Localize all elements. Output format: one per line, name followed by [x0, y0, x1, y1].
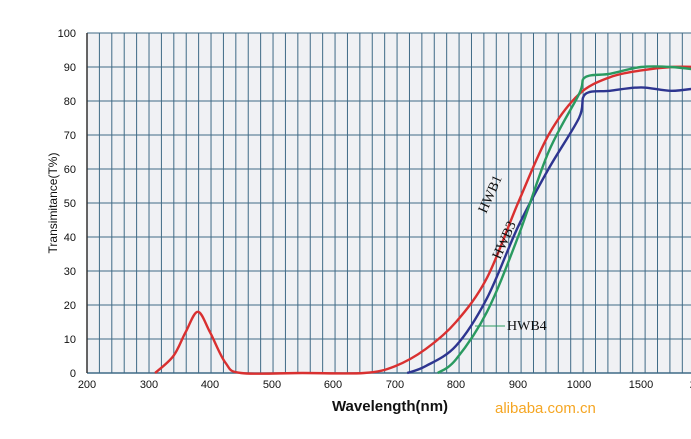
y-tick-label: 60 [64, 164, 76, 176]
y-tick-labels: 0 10 20 30 40 50 60 70 80 90 100 [58, 28, 76, 380]
y-tick-label: 90 [64, 62, 76, 74]
y-axis-label: Transimitance(T%) [46, 153, 60, 254]
series-line-hwb4 [436, 65, 691, 375]
x-tick-label: 2000 [690, 379, 691, 391]
series-line-hwb1 [154, 65, 691, 375]
y-tick-label: 70 [64, 130, 76, 142]
y-tick-label: 0 [70, 368, 76, 380]
x-tick-label: 400 [201, 379, 219, 391]
x-tick-label: 800 [447, 379, 465, 391]
series-line-hwb3 [406, 86, 691, 375]
series-lines [154, 65, 691, 375]
x-axis-label: Wavelength(nm) [332, 398, 448, 415]
x-tick-label: 300 [140, 379, 158, 391]
series-label-hwb4: HWB4 [507, 319, 547, 334]
x-tick-label: 1000 [567, 379, 591, 391]
y-tick-label: 20 [64, 300, 76, 312]
y-tick-label: 80 [64, 96, 76, 108]
x-tick-label: 1500 [629, 379, 653, 391]
watermark: alibaba.com.cn [495, 400, 596, 417]
y-tick-label: 50 [64, 198, 76, 210]
grid [86, 32, 691, 374]
x-tick-label: 200 [78, 379, 96, 391]
x-tick-label: 600 [324, 379, 342, 391]
y-tick-label: 30 [64, 266, 76, 278]
y-tick-label: 100 [58, 28, 76, 40]
x-tick-label: 700 [386, 379, 404, 391]
x-tick-label: 900 [509, 379, 527, 391]
x-tick-labels: 200 300 400 500 600 700 800 900 1000 1500 2000 [78, 379, 691, 391]
x-tick-label: 500 [263, 379, 281, 391]
y-tick-label: 10 [64, 334, 76, 346]
y-tick-label: 40 [64, 232, 76, 244]
